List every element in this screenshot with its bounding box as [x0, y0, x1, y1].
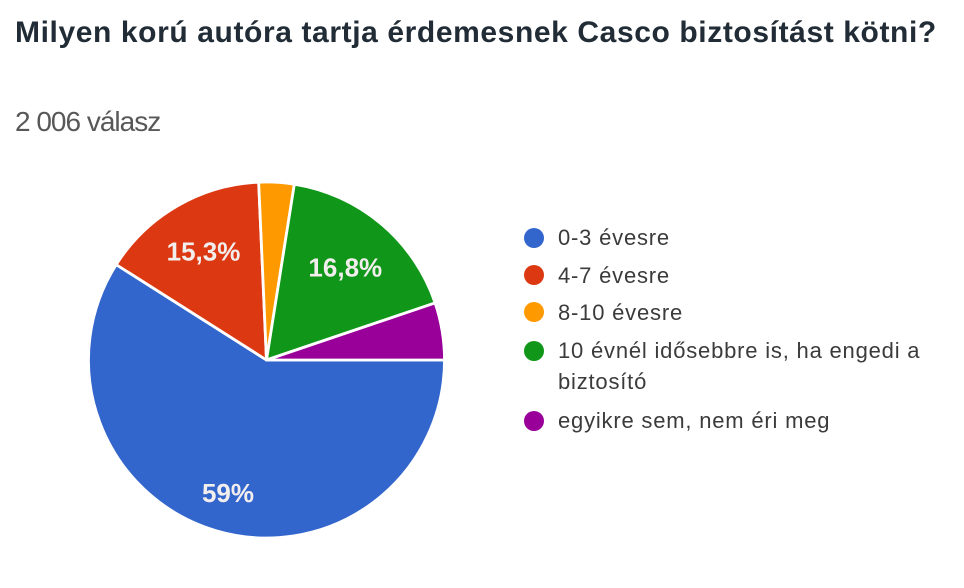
svg-text:15,3%: 15,3%	[167, 237, 241, 267]
svg-text:16,8%: 16,8%	[308, 253, 382, 283]
svg-text:59%: 59%	[202, 478, 254, 508]
